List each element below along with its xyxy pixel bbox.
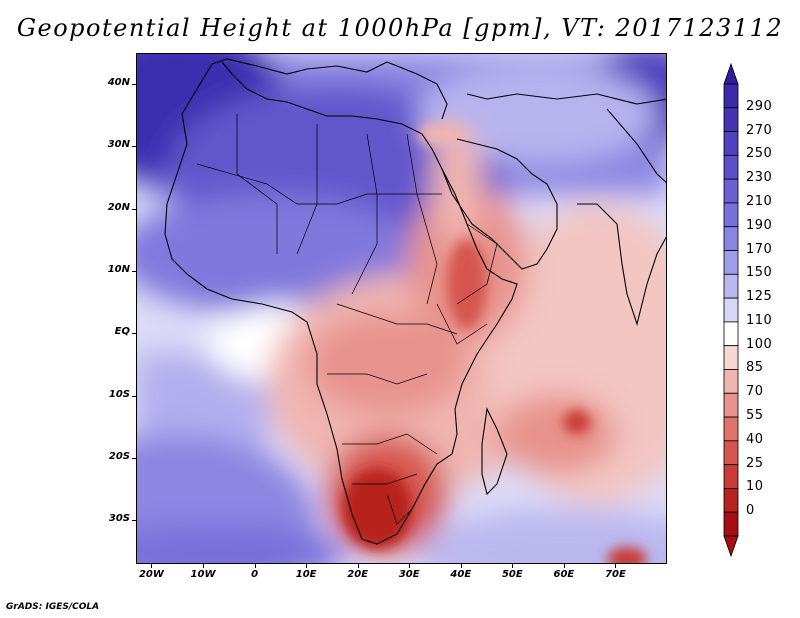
lat-tick: [132, 395, 136, 397]
height-field: [137, 54, 666, 563]
lat-tick: [132, 520, 136, 522]
lat-label: 20N: [107, 201, 130, 213]
lat-tick: [132, 208, 136, 210]
lat-tick: [132, 271, 136, 273]
lat-label: EQ: [114, 326, 130, 338]
geopotential-map: [137, 54, 666, 563]
colorbar-label: 210: [746, 193, 773, 209]
lat-label: 30N: [107, 139, 130, 151]
colorbar-label: 70: [746, 384, 764, 400]
colorbar: 290 270 250 230 210 190 170 150 125 110 100 85 70 55 4…: [720, 60, 800, 560]
colorbar-label: 25: [746, 455, 764, 471]
colorbar-swatch: [723, 202, 739, 228]
country-borders: [196, 114, 498, 525]
lon-tick: [151, 564, 153, 568]
lon-label: 40E: [450, 569, 472, 580]
colorbar-swatch: [723, 416, 739, 442]
footer-credit: GrADS: IGES/COLA: [6, 602, 100, 612]
lat-tick: [132, 146, 136, 148]
colorbar-label: 40: [746, 431, 764, 447]
colorbar-swatch: [723, 345, 739, 370]
lon-tick: [357, 564, 359, 568]
lon-label: 20W: [138, 569, 164, 580]
colorbar-label: 85: [746, 360, 764, 376]
lon-label: 30E: [398, 569, 420, 580]
lon-label: 70E: [605, 569, 626, 580]
lat-label: 30S: [108, 513, 130, 525]
colorbar-swatch: [723, 297, 739, 323]
map-title: Geopotential Height at 1000hPa [gpm], VT…: [16, 14, 784, 42]
lon-tick: [409, 564, 411, 568]
colorbar-swatch: [723, 464, 739, 489]
colorbar-swatch: [723, 131, 739, 156]
lon-tick: [460, 564, 462, 568]
height-field-detail: [342, 122, 647, 563]
colorbar-swatch: [723, 488, 739, 513]
lon-label: 10W: [190, 569, 216, 580]
lon-label: 60E: [553, 569, 575, 580]
colorbar-swatch: [723, 273, 739, 299]
colorbar-swatch: [723, 321, 739, 347]
lon-tick: [615, 564, 617, 568]
lon-tick: [254, 564, 256, 568]
colorbar-swatch: [723, 511, 739, 537]
colorbar-label: 110: [746, 312, 773, 328]
lon-tick: [512, 564, 514, 568]
colorbar-label: 290: [746, 98, 773, 114]
colorbar-label: 100: [746, 336, 773, 352]
colorbar-label: 270: [746, 122, 773, 138]
colorbar-swatch: [723, 440, 739, 466]
lat-tick: [132, 333, 136, 335]
colorbar-label: 10: [746, 479, 764, 495]
colorbar-swatch: [723, 107, 739, 132]
lat-tick: [132, 458, 136, 460]
colorbar-top-arrow: [723, 62, 739, 85]
lon-tick: [203, 564, 205, 568]
map-panel[interactable]: [136, 53, 667, 564]
colorbar-label: 250: [746, 146, 773, 162]
colorbar-swatch: [723, 392, 739, 418]
lat-label: 10S: [108, 388, 130, 400]
coastlines: [164, 58, 666, 545]
lat-label: 20S: [108, 451, 130, 463]
lon-label: 0: [251, 569, 259, 580]
colorbar-swatch: [723, 226, 739, 251]
lat-label: 40N: [107, 77, 130, 89]
colorbar-label: 230: [746, 170, 773, 186]
colorbar-swatch: [723, 83, 739, 109]
colorbar-swatch: [723, 369, 739, 394]
colorbar-label: 190: [746, 217, 773, 233]
colorbar-swatch: [723, 154, 739, 180]
colorbar-label: 150: [746, 265, 773, 281]
colorbar-label: 0: [746, 503, 755, 519]
lat-tick: [132, 84, 136, 86]
lon-label: 10E: [295, 569, 317, 580]
lon-tick: [306, 564, 308, 568]
lon-label: 20E: [347, 569, 369, 580]
colorbar-label: 55: [746, 408, 764, 424]
colorbar-bottom-arrow: [723, 535, 739, 558]
colorbar-label: 125: [746, 289, 773, 305]
colorbar-scale: [723, 62, 739, 558]
lon-label: 50E: [501, 569, 523, 580]
lon-tick: [563, 564, 565, 568]
colorbar-swatch: [723, 178, 739, 204]
colorbar-label: 170: [746, 241, 773, 257]
lat-label: 10N: [107, 264, 130, 276]
colorbar-swatch: [723, 250, 739, 275]
